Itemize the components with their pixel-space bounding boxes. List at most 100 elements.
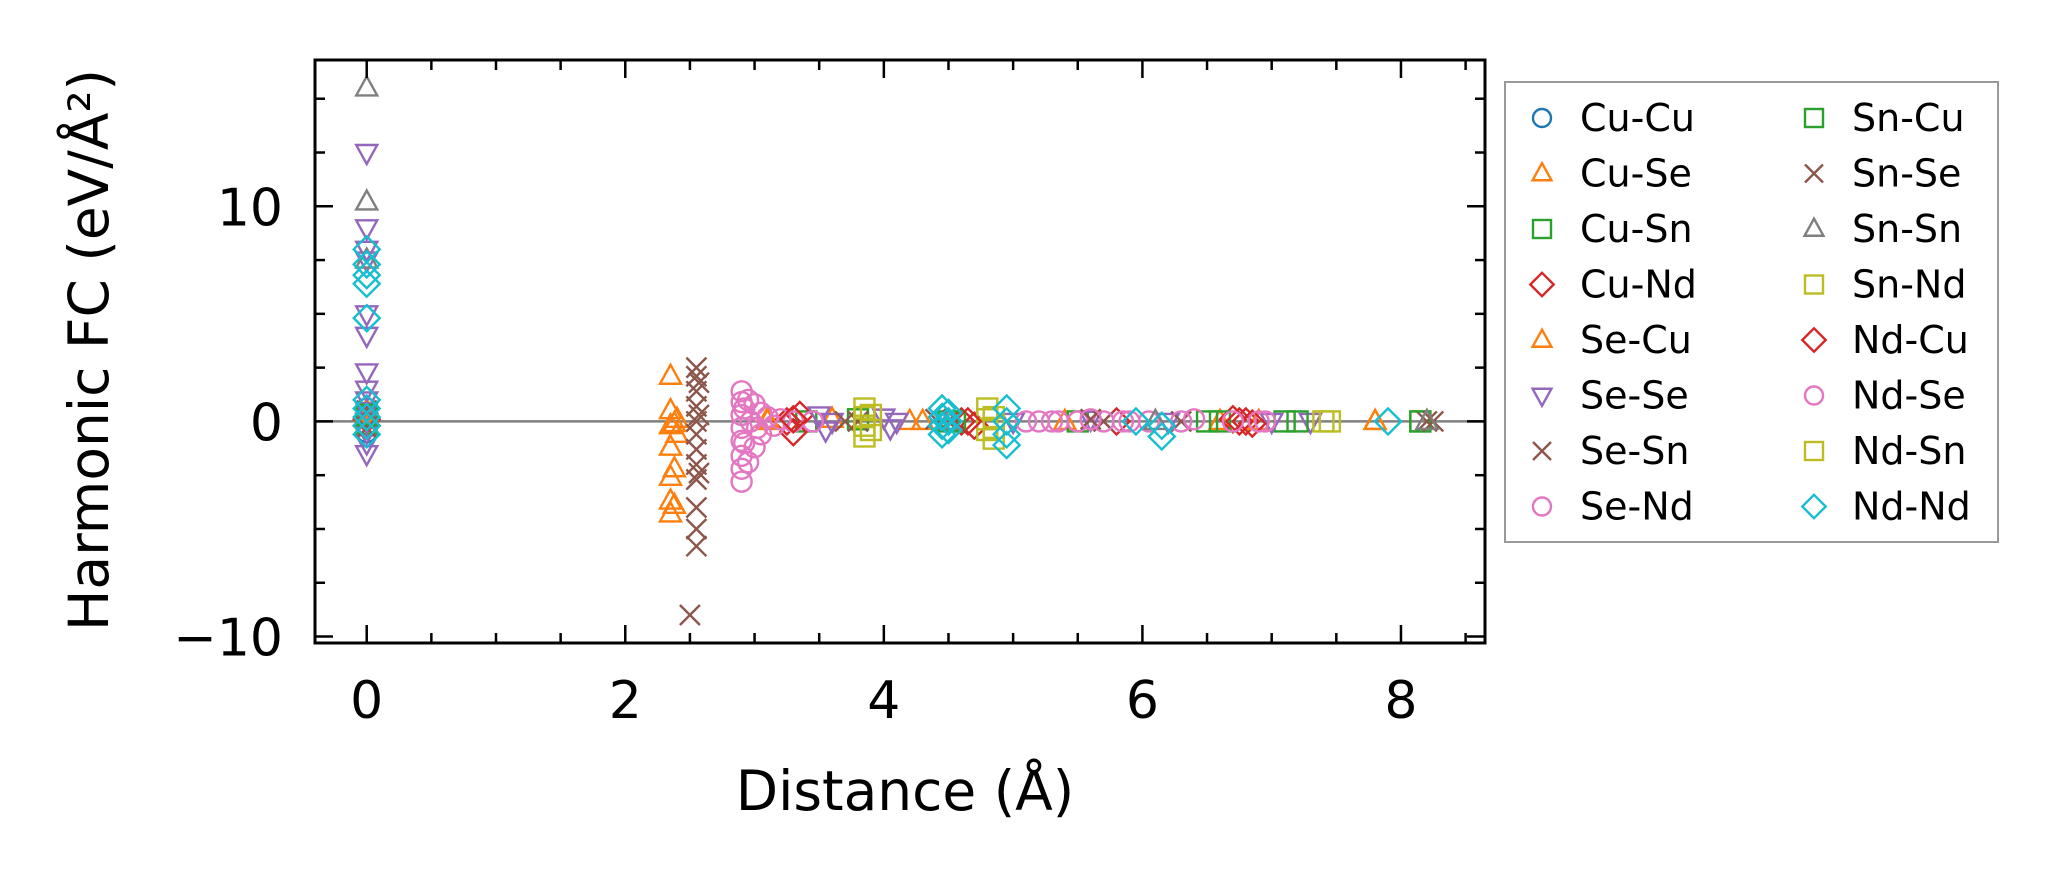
data-point bbox=[730, 457, 753, 480]
legend-item: Se-Sn bbox=[1532, 429, 1689, 473]
data-point bbox=[1121, 406, 1151, 437]
data-point bbox=[1014, 410, 1038, 433]
legend-item: Nd-Sn bbox=[1803, 429, 1966, 473]
y-tick-label: 10 bbox=[217, 178, 283, 238]
data-point bbox=[1078, 410, 1104, 434]
data-point bbox=[661, 491, 687, 515]
data-point bbox=[352, 411, 382, 441]
data-point bbox=[1147, 411, 1177, 441]
legend-marker bbox=[1800, 493, 1828, 520]
legend-label: Se-Nd bbox=[1580, 485, 1694, 529]
legend-marker bbox=[1802, 216, 1826, 237]
data-point bbox=[354, 363, 380, 386]
data-point bbox=[1286, 410, 1309, 433]
data-point bbox=[354, 434, 380, 457]
legend-marker bbox=[1803, 274, 1825, 295]
data-point bbox=[927, 411, 957, 441]
legend-label: Nd-Cu bbox=[1852, 318, 1969, 362]
data-point bbox=[688, 462, 710, 484]
data-point bbox=[685, 380, 708, 403]
legend-label: Sn-Sn bbox=[1852, 207, 1962, 251]
data-point bbox=[834, 410, 856, 433]
data-point bbox=[953, 406, 983, 437]
legend-item: Sn-Nd bbox=[1803, 263, 1966, 307]
legend-marker bbox=[1530, 327, 1554, 348]
legend-item: Se-Cu bbox=[1530, 318, 1692, 362]
legend-label: Sn-Cu bbox=[1852, 96, 1965, 140]
data-point bbox=[1247, 410, 1270, 433]
data-point bbox=[1079, 408, 1102, 431]
legend-item: Sn-Cu bbox=[1803, 96, 1965, 140]
x-tick-label: 0 bbox=[350, 671, 383, 731]
data-point bbox=[859, 403, 883, 427]
data-point bbox=[884, 412, 910, 436]
data-point bbox=[933, 398, 964, 428]
data-point bbox=[1147, 421, 1177, 452]
scatter-markers bbox=[352, 73, 1445, 626]
data-point bbox=[1207, 407, 1233, 431]
x-axis-title: Distance (Å) bbox=[736, 758, 1075, 823]
axis-ticks bbox=[315, 60, 1485, 643]
data-point bbox=[685, 518, 708, 540]
x-tick-label: 4 bbox=[867, 671, 900, 731]
legend-item: Sn-Sn bbox=[1802, 207, 1962, 251]
data-point bbox=[685, 453, 708, 476]
data-point bbox=[1111, 410, 1135, 433]
legend-label: Se-Se bbox=[1580, 374, 1689, 418]
data-point bbox=[733, 397, 756, 420]
x-tick-labels: 0 2 4 6 8 bbox=[350, 671, 1417, 731]
data-point bbox=[352, 249, 382, 280]
x-tick-label: 6 bbox=[1126, 671, 1159, 731]
data-point bbox=[1312, 410, 1335, 433]
legend-item: Sn-Se bbox=[1804, 152, 1961, 196]
series-cu-nd bbox=[352, 400, 1261, 447]
series-se-sn bbox=[355, 356, 1438, 626]
data-point bbox=[991, 419, 1022, 450]
legend-marker bbox=[1530, 160, 1554, 182]
plot-frame bbox=[313, 58, 1487, 645]
data-point bbox=[661, 454, 687, 478]
data-point bbox=[664, 420, 690, 444]
data-point bbox=[352, 402, 382, 432]
data-point bbox=[1224, 406, 1255, 437]
data-point bbox=[688, 371, 710, 394]
series-sn-sn bbox=[354, 73, 1440, 431]
data-point bbox=[354, 240, 380, 264]
data-point bbox=[354, 73, 380, 97]
data-point bbox=[1195, 410, 1219, 433]
legend-marker bbox=[1803, 440, 1825, 462]
data-point bbox=[354, 326, 380, 350]
data-point bbox=[739, 410, 762, 433]
data-point bbox=[1297, 412, 1324, 436]
data-point bbox=[853, 425, 876, 448]
data-point bbox=[769, 408, 792, 431]
y-axis-title: Harmonic FC (eV/Å²) bbox=[56, 69, 121, 631]
data-point bbox=[354, 143, 380, 167]
data-point bbox=[685, 438, 708, 461]
data-point bbox=[352, 260, 382, 290]
data-point bbox=[778, 404, 809, 434]
legend-marker bbox=[1528, 271, 1556, 298]
legend-label: Sn-Nd bbox=[1852, 263, 1966, 307]
plot-area bbox=[313, 58, 1487, 645]
data-point bbox=[1221, 410, 1245, 433]
legend-marker bbox=[1530, 387, 1554, 409]
legend-item: Se-Se bbox=[1530, 374, 1689, 418]
y-tick-labels: −10 0 10 bbox=[173, 178, 283, 668]
data-point bbox=[927, 419, 957, 450]
legend-label: Nd-Nd bbox=[1852, 485, 1971, 529]
data-point bbox=[657, 433, 684, 456]
data-point bbox=[688, 404, 710, 426]
legend-label: Cu-Sn bbox=[1580, 207, 1693, 251]
data-point bbox=[745, 416, 769, 440]
data-point bbox=[657, 487, 684, 510]
legend-item: Se-Nd bbox=[1531, 485, 1694, 529]
data-point bbox=[1409, 410, 1432, 433]
data-point bbox=[355, 417, 378, 439]
legend-marker bbox=[1804, 163, 1824, 184]
data-point bbox=[352, 269, 382, 299]
legend-item: Cu-Nd bbox=[1528, 263, 1697, 307]
data-point bbox=[910, 407, 936, 431]
legend-marker bbox=[1531, 496, 1553, 517]
